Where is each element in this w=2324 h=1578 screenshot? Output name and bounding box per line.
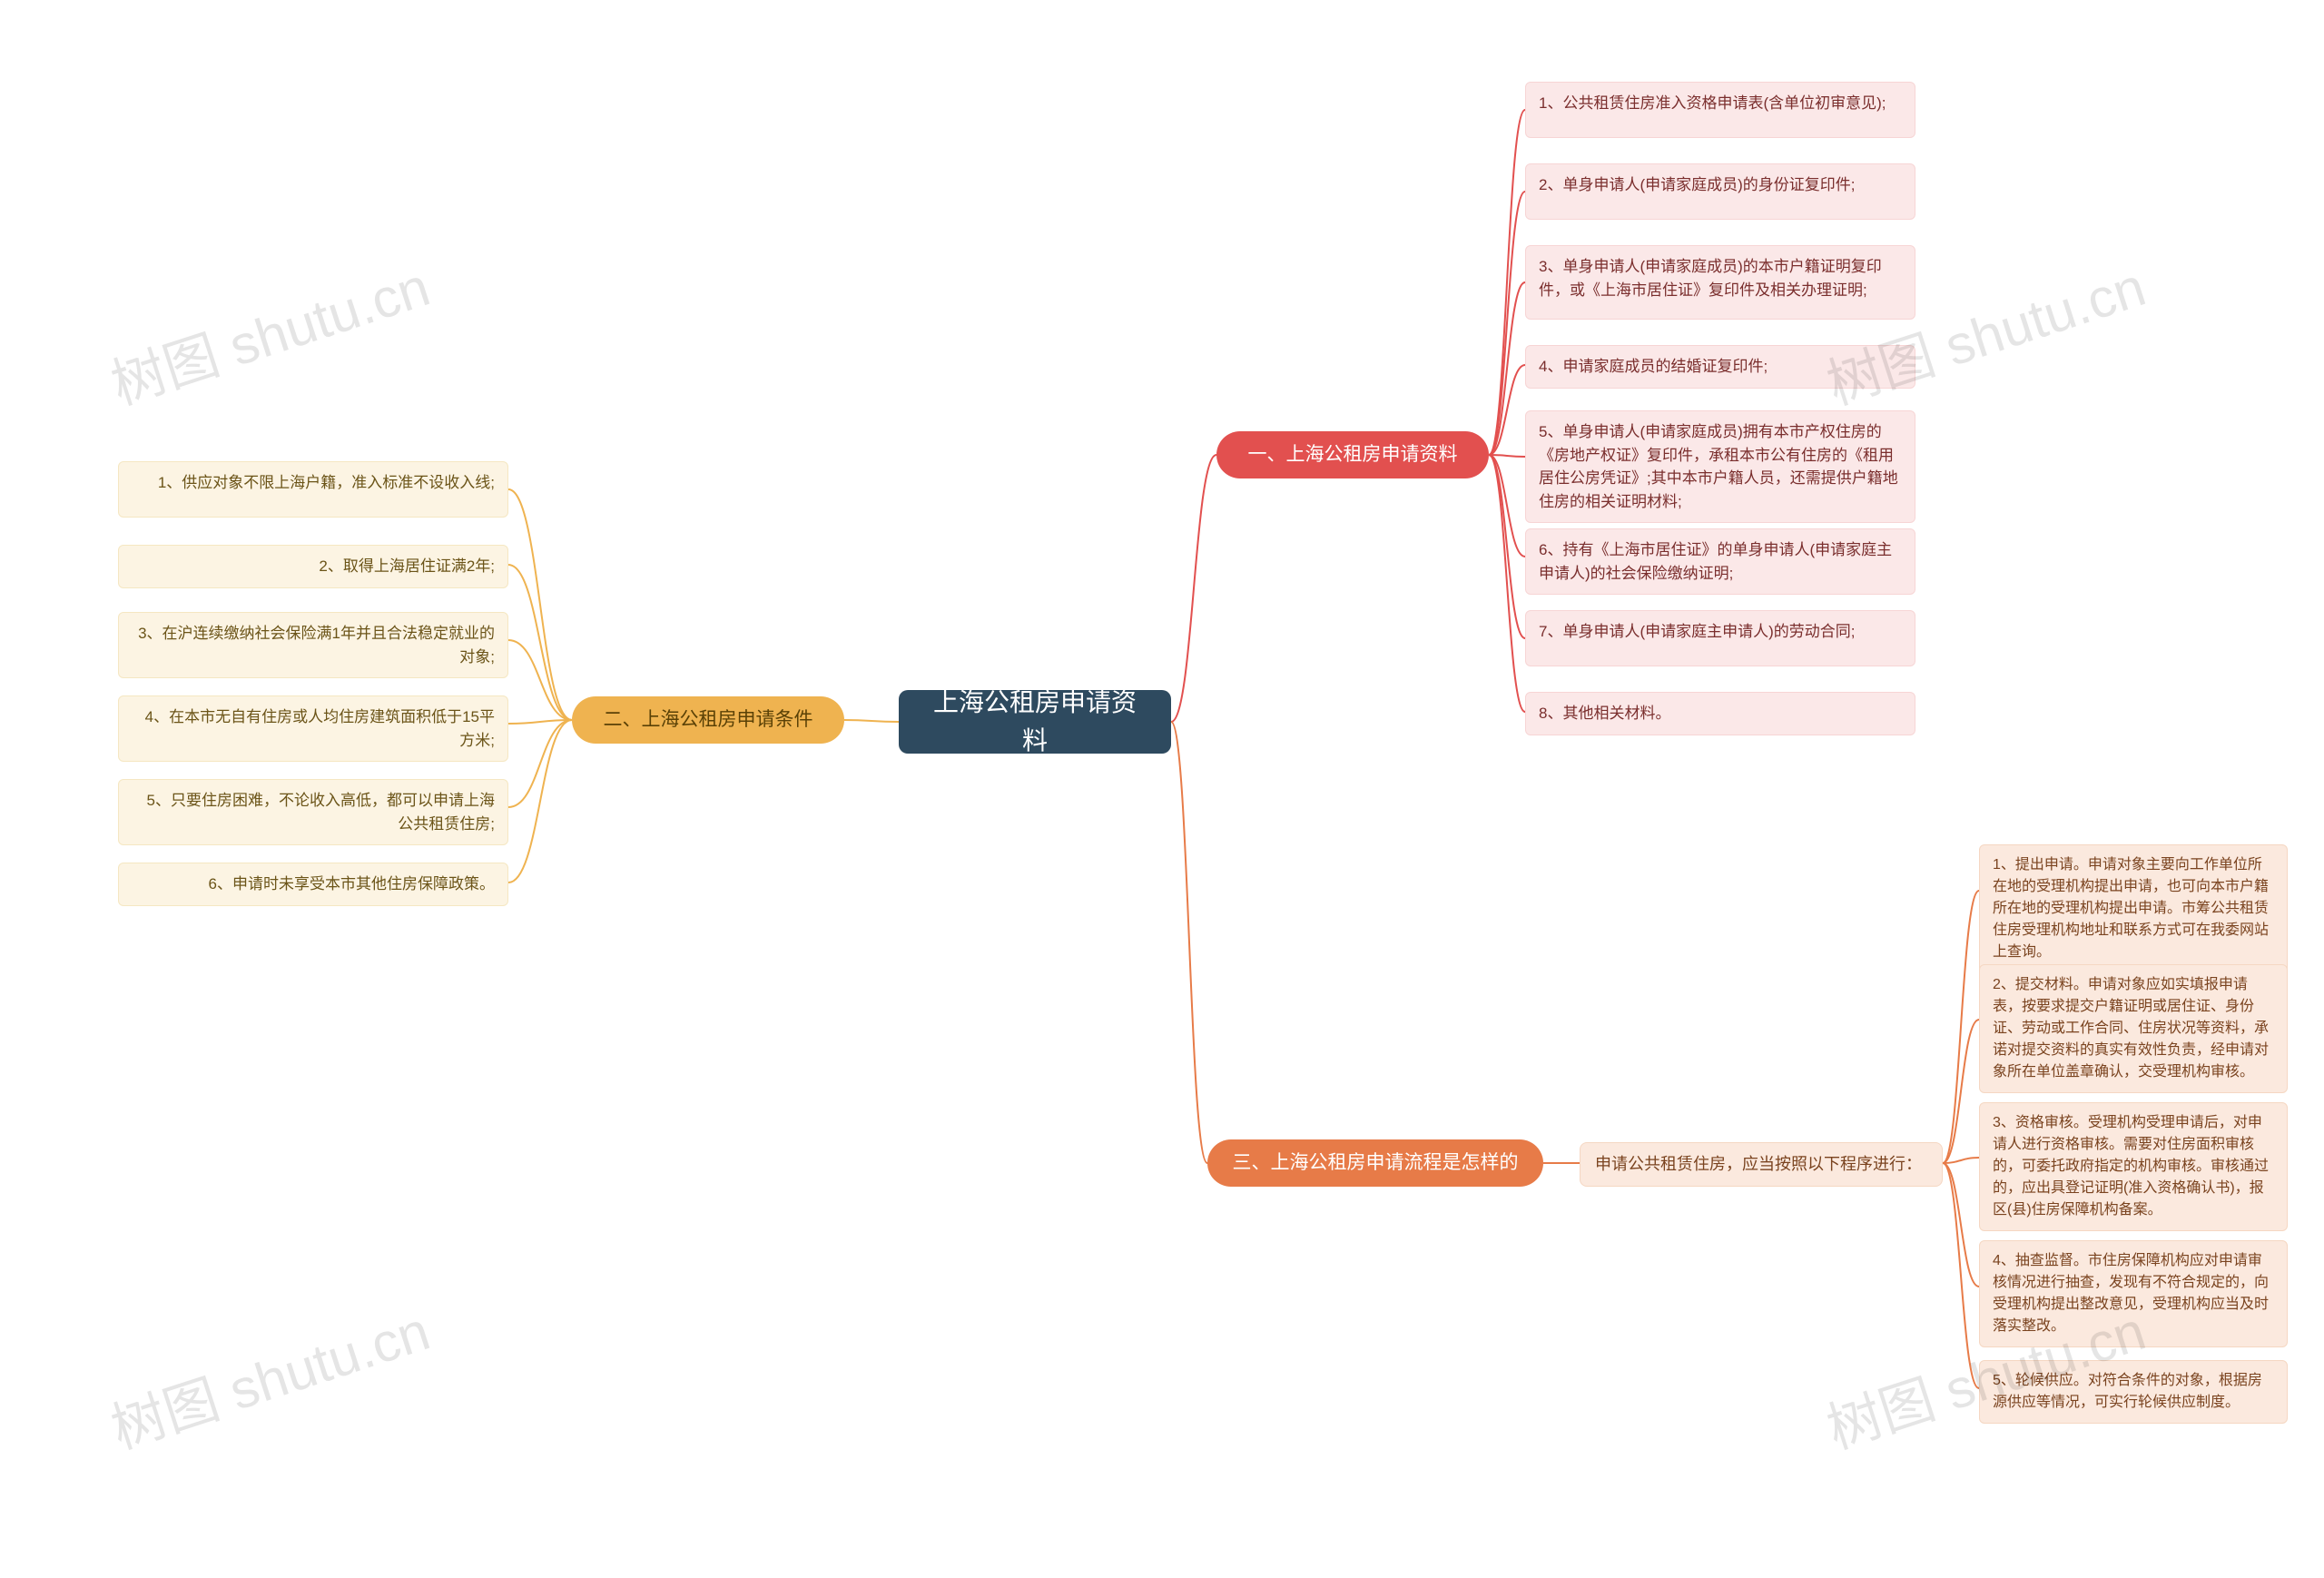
branch-c-subnode: 申请公共租赁住房，应当按照以下程序进行：	[1580, 1142, 1943, 1187]
leaf-c-0: 1、提出申请。申请对象主要向工作单位所在地的受理机构提出申请，也可向本市户籍所在…	[1979, 844, 2288, 973]
leaf-a-2: 3、单身申请人(申请家庭成员)的本市户籍证明复印件，或《上海市居住证》复印件及相…	[1525, 245, 1915, 320]
leaf-a-6: 7、单身申请人(申请家庭主申请人)的劳动合同;	[1525, 610, 1915, 666]
leaf-a-4: 5、单身申请人(申请家庭成员)拥有本市产权住房的《房地产权证》复印件，承租本市公…	[1525, 410, 1915, 523]
leaf-b-3: 4、在本市无自有住房或人均住房建筑面积低于15平方米;	[118, 695, 508, 762]
leaf-c-1: 2、提交材料。申请对象应如实填报申请表，按要求提交户籍证明或居住证、身份证、劳动…	[1979, 964, 2288, 1093]
branch-b-node: 二、上海公租房申请条件	[572, 696, 844, 744]
leaf-b-1: 2、取得上海居住证满2年;	[118, 545, 508, 588]
leaf-b-5: 6、申请时未享受本市其他住房保障政策。	[118, 863, 508, 906]
leaf-b-4: 5、只要住房困难，不论收入高低，都可以申请上海公共租赁住房;	[118, 779, 508, 845]
watermark-2: 树图 shutu.cn	[100, 1287, 438, 1465]
watermark-0: 树图 shutu.cn	[100, 243, 438, 420]
leaf-b-2: 3、在沪连续缴纳社会保险满1年并且合法稳定就业的对象;	[118, 612, 508, 678]
branch-a-node: 一、上海公租房申请资料	[1216, 431, 1489, 478]
leaf-a-5: 6、持有《上海市居住证》的单身申请人(申请家庭主申请人)的社会保险缴纳证明;	[1525, 528, 1915, 595]
leaf-c-2: 3、资格审核。受理机构受理申请后，对申请人进行资格审核。需要对住房面积审核的，可…	[1979, 1102, 2288, 1231]
leaf-c-3: 4、抽查监督。市住房保障机构应对申请审核情况进行抽查，发现有不符合规定的，向受理…	[1979, 1240, 2288, 1347]
leaf-a-0: 1、公共租赁住房准入资格申请表(含单位初审意见);	[1525, 82, 1915, 138]
leaf-b-0: 1、供应对象不限上海户籍，准入标准不设收入线;	[118, 461, 508, 518]
leaf-a-7: 8、其他相关材料。	[1525, 692, 1915, 735]
root-node: 上海公租房申请资料	[899, 690, 1171, 754]
leaf-a-3: 4、申请家庭成员的结婚证复印件;	[1525, 345, 1915, 389]
leaf-c-4: 5、轮候供应。对符合条件的对象，根据房源供应等情况，可实行轮候供应制度。	[1979, 1360, 2288, 1424]
branch-c-node: 三、上海公租房申请流程是怎样的	[1207, 1139, 1543, 1187]
leaf-a-1: 2、单身申请人(申请家庭成员)的身份证复印件;	[1525, 163, 1915, 220]
